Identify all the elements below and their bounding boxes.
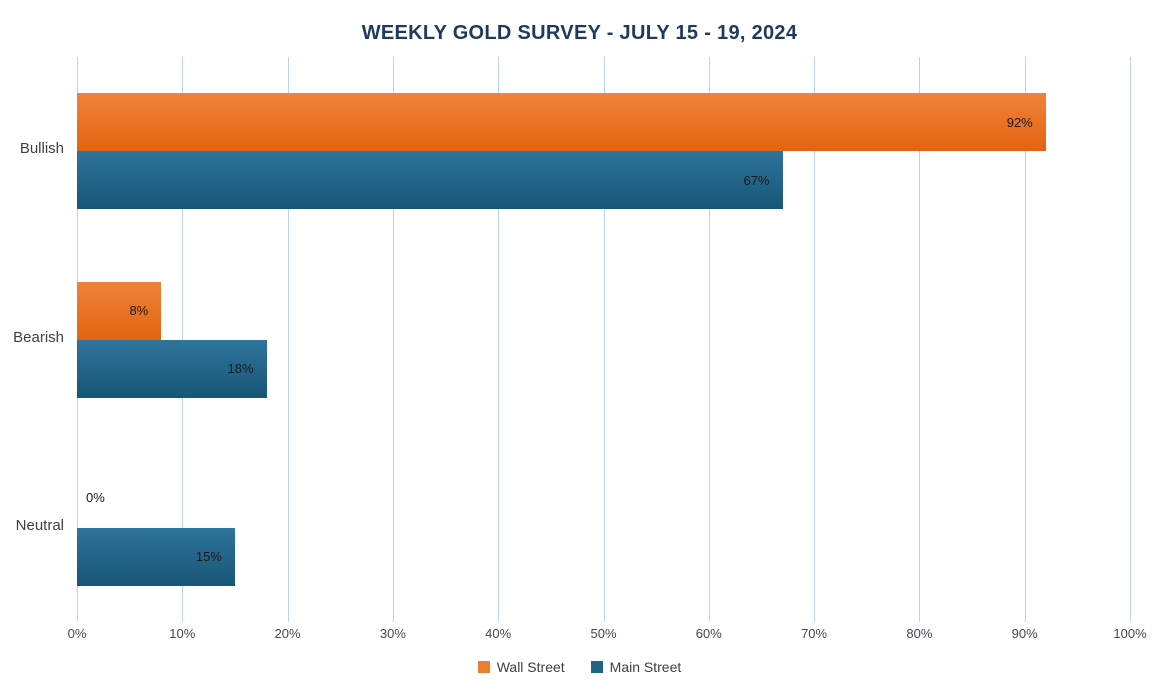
x-tick-label: 10% [169,626,196,641]
chart-title: WEEKLY GOLD SURVEY - JULY 15 - 19, 2024 [361,22,798,44]
gridline [1130,57,1131,622]
gridline [708,57,710,622]
category-label-neutral: Neutral [15,516,64,534]
category-label-bearish: Bearish [13,328,64,346]
legend-label: Wall Street [496,659,565,675]
gridline [603,57,605,622]
x-tick-label: 80% [906,626,933,641]
x-tick-label: 50% [590,626,617,641]
gridline [498,57,500,622]
legend-item-wall-street: Wall Street [477,659,565,675]
x-tick-label: 0% [67,626,87,641]
x-tick-label: 30% [379,626,406,641]
legend-item-main-street: Main Street [590,659,682,675]
wall-street-swatch [477,661,490,673]
value-label: 15% [195,549,222,565]
x-tick-label: 60% [695,626,722,641]
value-label: 0% [86,489,105,505]
gridline [287,57,289,622]
x-axis-labels: 0% 10% 20% 30% 40% 50% 60% 70% 80% 90% 100% [68,626,1147,644]
bars-layer: 92% 67% 8% 18% 0% 15% [77,57,1130,622]
gridline [814,57,816,622]
value-label: 67% [743,172,770,188]
value-label: 8% [129,303,149,318]
value-label: 92% [1006,114,1033,130]
bar-wall-street-bearish: 8% [77,281,162,340]
y-axis-labels: Bullish Bearish Neutral [0,57,64,622]
x-tick-label: 70% [801,626,828,641]
main-street-swatch [590,661,603,673]
bar-main-street-bullish: 67% [77,151,783,210]
x-tick-label: 20% [274,626,301,641]
bar-wall-street-bullish: 92% [77,93,1046,152]
bar-main-street-neutral: 15% [77,527,235,586]
x-tick-label: 40% [485,626,512,641]
legend-label: Main Street [609,659,682,675]
gridline [919,57,921,622]
gridline [1024,57,1026,622]
plot-area: 92% 67% 8% 18% 0% 15% [77,57,1131,622]
value-label: 18% [227,361,254,376]
gridline [392,57,394,622]
bar-main-street-bearish: 18% [77,339,267,398]
category-label-bullish: Bullish [19,140,64,158]
x-tick-label: 100% [1113,626,1147,641]
x-tick-label: 90% [1011,626,1038,641]
legend: Wall Street Main Street [0,659,1159,675]
